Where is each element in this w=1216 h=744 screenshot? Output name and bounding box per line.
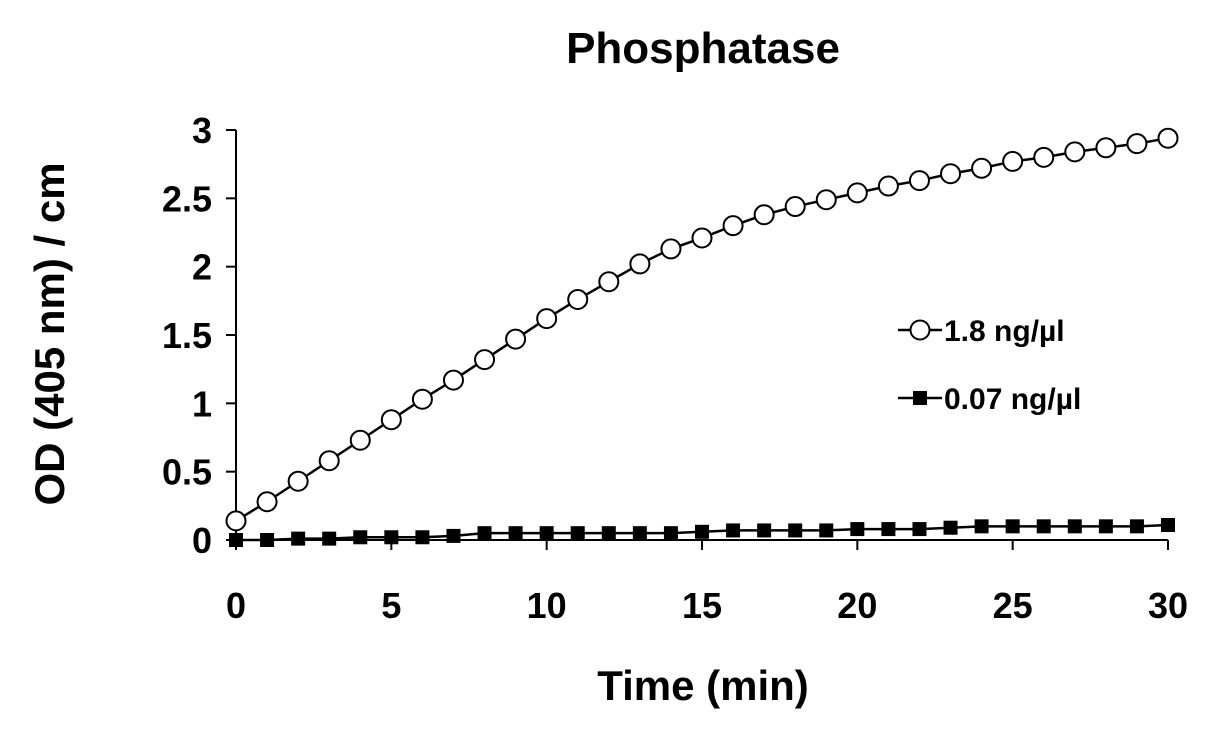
data-point-series-2 (260, 533, 275, 547)
data-point-series-2 (974, 519, 989, 534)
x-tick-label: 30 (1148, 585, 1188, 626)
data-point-series-2 (1067, 519, 1082, 534)
data-point-series-1 (722, 215, 744, 237)
data-point-series-2 (1005, 519, 1020, 534)
y-tick-label: 1 (192, 383, 212, 424)
x-tick-label: 5 (381, 585, 401, 626)
data-point-series-2 (508, 526, 523, 541)
data-point-series-1 (1126, 133, 1148, 155)
data-point-series-2 (1098, 519, 1113, 534)
legend-marker-2 (913, 391, 927, 405)
x-tick-label: 10 (527, 585, 567, 626)
x-tick-label: 0 (226, 585, 246, 626)
data-point-series-1 (598, 271, 620, 293)
data-point-series-2 (726, 523, 741, 538)
data-point-series-1 (660, 238, 682, 260)
data-point-series-2 (881, 522, 896, 537)
data-point-series-1 (1033, 146, 1055, 168)
data-point-series-1 (1157, 127, 1179, 149)
data-point-series-1 (784, 196, 806, 218)
data-point-series-2 (539, 526, 554, 541)
y-tick-label: 3 (192, 110, 212, 151)
data-point-series-1 (753, 204, 775, 226)
data-point-series-1 (629, 253, 651, 275)
data-point-series-1 (318, 450, 340, 472)
x-tick-label: 20 (837, 585, 877, 626)
data-point-series-2 (353, 530, 368, 545)
data-point-series-1 (567, 288, 589, 310)
x-tick-label: 15 (682, 585, 722, 626)
data-point-series-1 (505, 328, 527, 350)
data-point-series-2 (570, 526, 585, 541)
data-point-series-2 (1129, 519, 1144, 534)
data-point-series-2 (788, 523, 803, 538)
data-point-series-1 (1064, 141, 1086, 163)
data-point-series-2 (384, 530, 399, 545)
data-point-series-2 (322, 531, 337, 546)
data-point-series-1 (877, 175, 899, 197)
data-point-series-2 (1161, 517, 1175, 532)
legend-label-1: 1.8 ng/µl (944, 315, 1065, 348)
data-point-series-2 (943, 520, 958, 535)
data-point-series-2 (601, 526, 616, 541)
x-axis-title: Time (min) (597, 662, 809, 709)
data-point-series-1 (442, 369, 464, 391)
data-point-series-2 (291, 531, 306, 546)
data-point-series-2 (415, 530, 430, 545)
data-point-series-1 (380, 409, 402, 431)
data-point-series-2 (477, 526, 492, 541)
data-point-series-1 (536, 308, 558, 330)
data-point-series-1 (349, 429, 371, 451)
chart-title: Phosphatase (566, 24, 840, 73)
y-tick-label: 1.5 (162, 315, 212, 356)
data-point-series-1 (971, 157, 993, 179)
data-point-series-1 (225, 510, 247, 532)
y-tick-label: 2.5 (162, 178, 212, 219)
data-point-series-1 (256, 491, 278, 513)
data-point-series-2 (229, 533, 243, 547)
data-point-series-1 (815, 189, 837, 211)
data-point-series-2 (695, 524, 709, 539)
data-point-series-2 (446, 528, 461, 543)
data-point-series-1 (287, 470, 309, 492)
data-point-series-1 (908, 170, 930, 192)
legend-marker-1 (909, 319, 931, 341)
data-point-series-1 (411, 388, 433, 410)
data-point-series-1 (691, 227, 713, 249)
y-tick-label: 0.5 (162, 452, 212, 493)
data-point-series-2 (819, 523, 834, 538)
data-point-series-2 (663, 526, 678, 541)
data-point-series-2 (757, 523, 772, 538)
y-tick-label: 0 (192, 520, 212, 561)
data-point-series-2 (632, 526, 647, 541)
axes: 00.511.522.530 5 10 15 20 25 30 (162, 110, 1188, 626)
data-point-series-1 (846, 182, 868, 204)
data-point-series-2 (912, 522, 927, 537)
data-point-series-2 (1036, 519, 1051, 534)
legend: 1.8 ng/µl 0.07 ng/µl (898, 315, 1081, 416)
markers (225, 127, 1179, 547)
data-point-series-1 (474, 349, 496, 371)
data-point-series-1 (1095, 137, 1117, 159)
y-axis-title: OD (405 nm) / cm (26, 162, 73, 505)
y-tick-label: 2 (192, 247, 212, 288)
data-point-series-1 (940, 163, 962, 185)
x-tick-label: 25 (993, 585, 1033, 626)
data-point-series-2 (850, 522, 865, 537)
data-point-series-1 (1002, 150, 1024, 172)
legend-label-2: 0.07 ng/µl (944, 383, 1081, 416)
